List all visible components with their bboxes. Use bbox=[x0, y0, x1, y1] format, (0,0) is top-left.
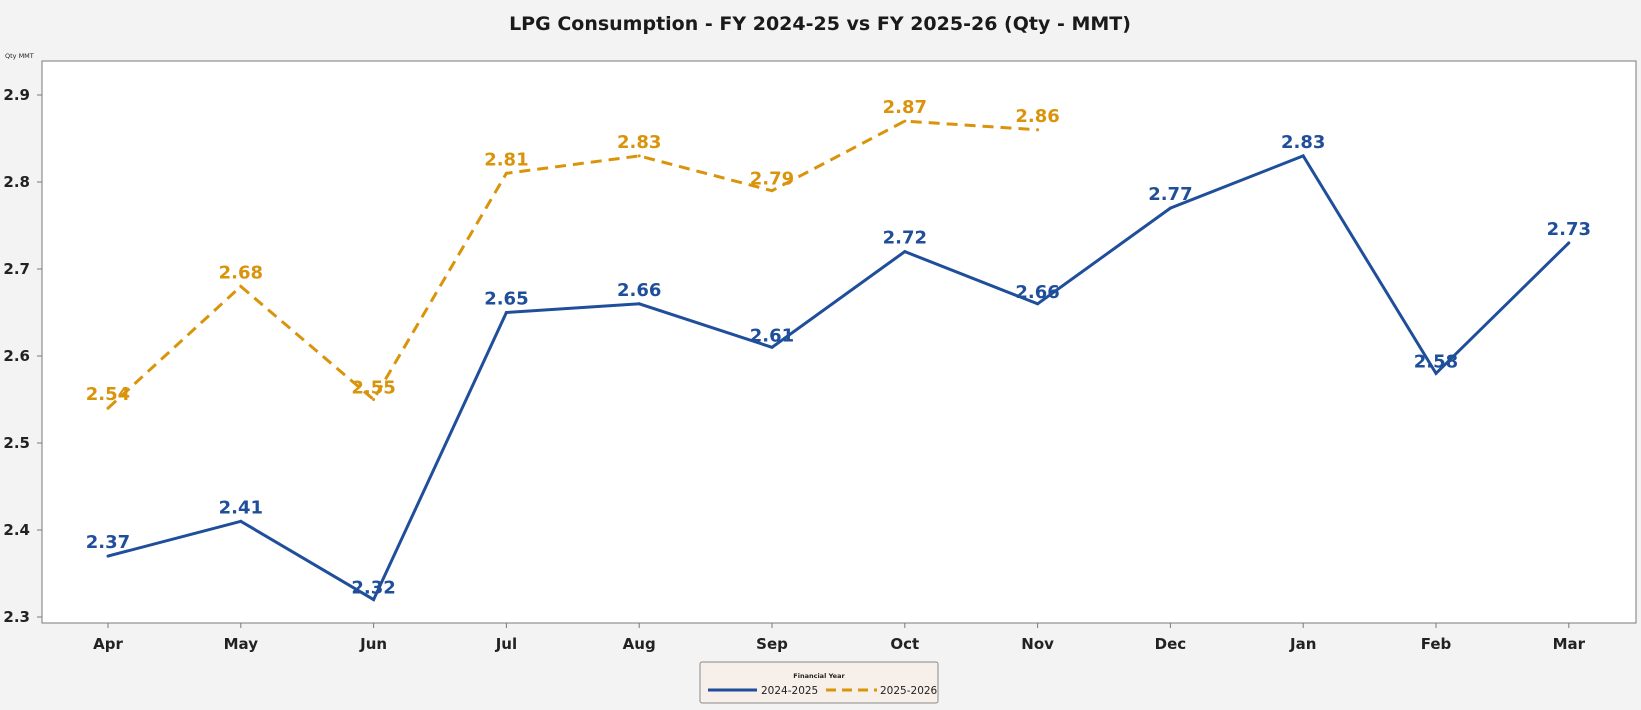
series-line-2025-2026 bbox=[106, 119, 1038, 410]
data-label-2024-2025-aug: 2.66 bbox=[617, 280, 661, 301]
x-tick-label-jul: Jul bbox=[495, 635, 517, 653]
series-line-2024-2025 bbox=[107, 154, 1570, 602]
data-point-2024-2025-mar bbox=[1567, 241, 1571, 245]
data-point-2024-2025-jan bbox=[1301, 154, 1305, 158]
y-tick-label: 2.5 bbox=[3, 434, 30, 452]
data-labels: 2.37 2.41 2.32 2.65 2.66 2.61 2.72 2.66 2.77 2.83… bbox=[86, 97, 1591, 598]
x-tick-label-may: May bbox=[224, 635, 259, 653]
legend-box bbox=[699, 661, 939, 704]
data-point-2024-2025-oct bbox=[903, 250, 907, 254]
x-tick-label-jan: Jan bbox=[1289, 635, 1316, 653]
chart-title: LPG Consumption - FY 2024-25 vs FY 2025-… bbox=[509, 13, 1131, 35]
x-tick-label-apr: Apr bbox=[93, 635, 123, 653]
x-tick-label-jun: Jun bbox=[359, 635, 387, 653]
series-lines bbox=[106, 119, 1571, 602]
data-point-2024-2025-feb bbox=[1434, 371, 1438, 375]
data-label-2024-2025-jan: 2.83 bbox=[1281, 132, 1325, 153]
x-tick-label-feb: Feb bbox=[1421, 635, 1452, 653]
plot-area bbox=[41, 60, 1637, 624]
data-label-2024-2025-nov: 2.66 bbox=[1015, 282, 1059, 303]
data-label-2025-2026-nov: 2.86 bbox=[1015, 106, 1059, 127]
data-point-2024-2025-aug bbox=[637, 302, 641, 306]
data-label-2025-2026-jul: 2.81 bbox=[484, 149, 528, 170]
data-label-2025-2026-aug: 2.83 bbox=[617, 132, 661, 153]
data-point-2025-2026-may bbox=[239, 284, 243, 288]
data-point-2024-2025-jun bbox=[372, 598, 376, 602]
y-tick-label: 2.6 bbox=[3, 347, 30, 365]
data-label-2025-2026-jun: 2.55 bbox=[351, 378, 395, 399]
data-label-2025-2026-sep: 2.79 bbox=[750, 169, 794, 190]
data-point-2025-2026-nov bbox=[1036, 128, 1040, 132]
legend-label-2025-2026: 2025-2026 bbox=[880, 685, 938, 697]
y-tick-label: 2.3 bbox=[3, 608, 30, 626]
data-label-2024-2025-jul: 2.65 bbox=[484, 289, 528, 310]
data-point-2024-2025-may bbox=[239, 519, 243, 523]
y-tick-label: 2.8 bbox=[3, 173, 30, 191]
y-axis: 2.3 2.4 2.5 2.6 2.7 2.8 2.9 bbox=[3, 86, 42, 626]
x-tick-label-mar: Mar bbox=[1553, 635, 1586, 653]
x-tick-label-oct: Oct bbox=[890, 635, 919, 653]
legend-title: Financial Year bbox=[793, 672, 845, 680]
data-point-2025-2026-jun bbox=[372, 398, 376, 401]
data-point-2025-2026-apr bbox=[106, 406, 110, 410]
data-label-2024-2025-feb: 2.58 bbox=[1414, 351, 1458, 372]
y-tick-label: 2.4 bbox=[3, 521, 30, 539]
data-point-2025-2026-sep bbox=[770, 189, 774, 193]
data-point-2024-2025-jul bbox=[504, 311, 508, 314]
data-label-2025-2026-apr: 2.54 bbox=[86, 384, 130, 405]
legend: Financial Year 2024-2025 2025-2026 bbox=[699, 661, 939, 704]
data-label-2024-2025-jun: 2.32 bbox=[351, 578, 395, 599]
x-tick-label-sep: Sep bbox=[756, 635, 788, 653]
x-tick-label-aug: Aug bbox=[623, 635, 656, 653]
x-tick-label-dec: Dec bbox=[1155, 635, 1187, 653]
data-point-2024-2025-apr bbox=[106, 554, 110, 558]
y-tick-label: 2.9 bbox=[3, 86, 30, 104]
data-label-2024-2025-may: 2.41 bbox=[219, 497, 263, 518]
data-label-2024-2025-dec: 2.77 bbox=[1148, 184, 1192, 205]
data-label-2024-2025-sep: 2.61 bbox=[750, 325, 794, 346]
y-tick-label: 2.7 bbox=[3, 260, 30, 278]
data-point-2025-2026-jul bbox=[504, 171, 508, 175]
data-label-2024-2025-mar: 2.73 bbox=[1547, 219, 1591, 240]
data-point-2024-2025-dec bbox=[1168, 206, 1172, 210]
x-axis: Apr May Jun Jul Aug Sep Oct Nov Dec Jan Feb Mar bbox=[93, 623, 1586, 653]
data-label-2024-2025-apr: 2.37 bbox=[86, 532, 130, 553]
data-label-2025-2026-may: 2.68 bbox=[219, 262, 263, 283]
x-tick-label-nov: Nov bbox=[1021, 635, 1054, 653]
data-point-2024-2025-nov bbox=[1036, 302, 1040, 306]
data-label-2025-2026-oct: 2.87 bbox=[883, 97, 927, 118]
data-point-2025-2026-oct bbox=[903, 119, 907, 123]
data-label-2024-2025-oct: 2.72 bbox=[883, 228, 927, 249]
data-point-2024-2025-sep bbox=[770, 345, 774, 349]
data-point-2025-2026-aug bbox=[637, 154, 641, 158]
legend-label-2024-2025: 2024-2025 bbox=[761, 685, 818, 697]
y-axis-label: Qty MMT bbox=[5, 52, 34, 60]
